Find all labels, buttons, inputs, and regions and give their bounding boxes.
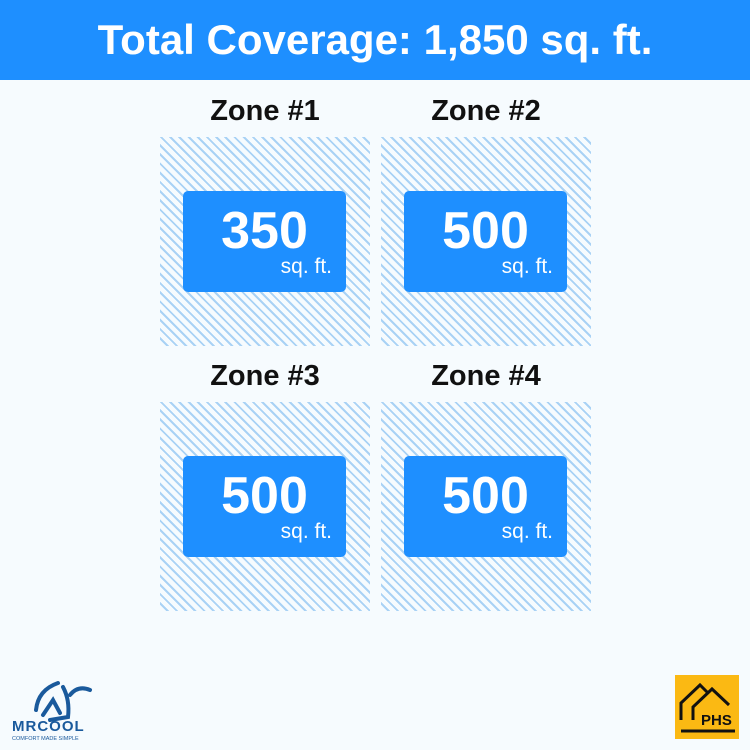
- zone-value: 350: [221, 202, 308, 260]
- phs-logo: PHS: [675, 675, 739, 739]
- svg-text:COMFORT MADE SIMPLE: COMFORT MADE SIMPLE: [12, 736, 79, 742]
- header-banner: Total Coverage: 1,850 sq. ft.: [0, 0, 750, 80]
- zone-title: Zone #3: [210, 360, 320, 392]
- page-title: Total Coverage: 1,850 sq. ft.: [97, 16, 653, 63]
- zone-unit: sq. ft.: [501, 520, 553, 543]
- zone-title: Zone #2: [431, 95, 541, 127]
- zone-title: Zone #4: [431, 360, 541, 392]
- zone-coverage-card: 500 sq. ft.: [404, 191, 567, 292]
- zone-unit: sq. ft.: [280, 520, 332, 543]
- mrcool-logo: MRCOOL COMFORT MADE SIMPLE: [12, 681, 92, 742]
- zone-value: 500: [221, 467, 308, 525]
- zone-value: 500: [442, 467, 529, 525]
- zone-coverage-card: 500 sq. ft.: [183, 456, 346, 557]
- zone-unit: sq. ft.: [280, 255, 332, 278]
- zone-value: 500: [442, 202, 529, 260]
- svg-text:PHS: PHS: [701, 712, 732, 729]
- svg-text:MRCOOL: MRCOOL: [12, 718, 85, 735]
- zone-unit: sq. ft.: [501, 255, 553, 278]
- zone-coverage-card: 500 sq. ft.: [404, 456, 567, 557]
- zone-title: Zone #1: [210, 95, 320, 127]
- zone-coverage-card: 350 sq. ft.: [183, 191, 346, 292]
